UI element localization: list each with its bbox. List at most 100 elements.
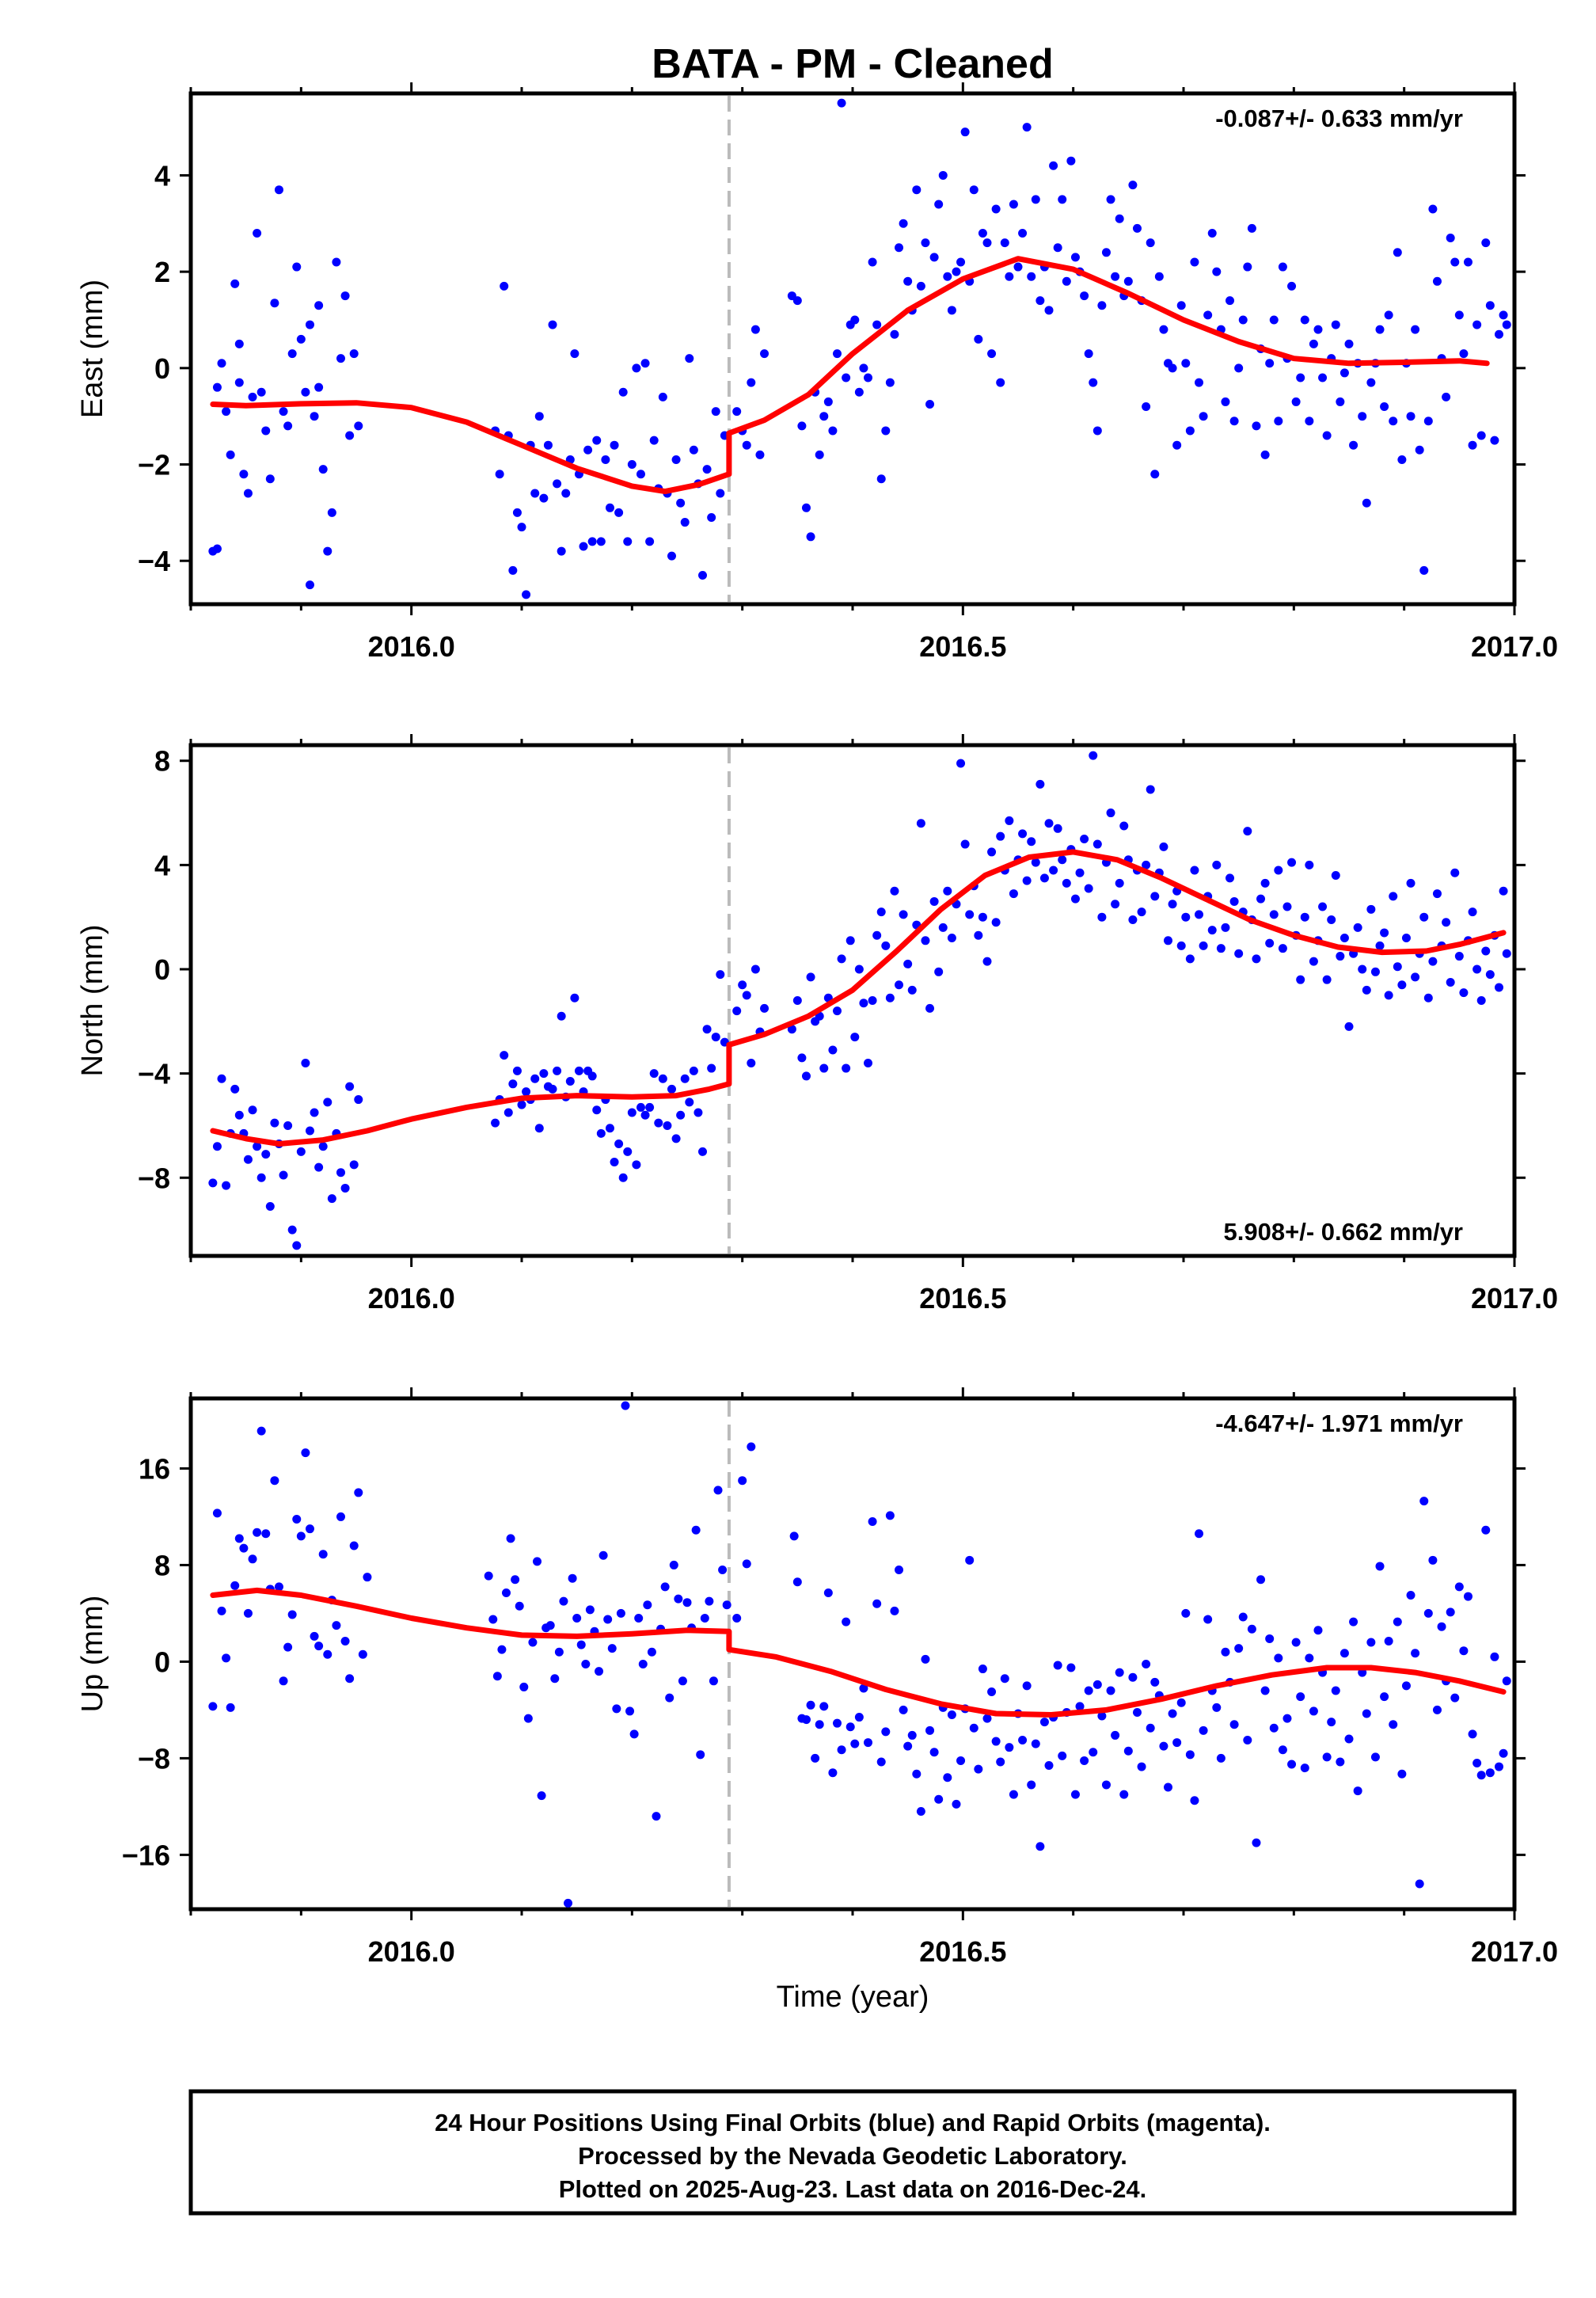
east-data-point <box>301 387 310 397</box>
up-y-axis-label: Up (mm) <box>76 1596 109 1713</box>
east-data-point <box>1036 296 1045 306</box>
north-data-point <box>512 1066 522 1075</box>
up-data-point <box>747 1442 756 1451</box>
east-data-point <box>1238 315 1248 325</box>
up-data-point <box>1199 1725 1208 1735</box>
up-data-point <box>1490 1652 1499 1661</box>
north-data-point <box>864 1058 873 1067</box>
east-data-point <box>279 407 288 417</box>
north-data-point <box>640 1110 650 1120</box>
east-data-point <box>876 474 886 484</box>
up-data-point <box>568 1573 577 1583</box>
east-data-point <box>1397 455 1407 464</box>
east-data-point <box>872 320 882 329</box>
up-data-point <box>270 1476 279 1486</box>
east-data-point <box>1181 359 1191 368</box>
north-data-point <box>965 910 975 919</box>
east-x-tick-label: 2016.0 <box>368 630 455 663</box>
up-data-point <box>819 1702 829 1711</box>
east-data-point <box>583 445 593 455</box>
up-data-point <box>559 1596 568 1606</box>
east-y-tick-label: −2 <box>138 449 170 481</box>
up-data-point <box>598 1550 608 1560</box>
up-x-tick-label: 2016.5 <box>919 1935 1006 1968</box>
north-data-point <box>738 980 747 990</box>
north-data-point <box>872 930 882 940</box>
east-data-point <box>978 228 987 238</box>
east-data-point <box>1300 315 1309 325</box>
east-data-point <box>916 281 925 291</box>
east-data-point <box>1229 417 1239 426</box>
north-data-point <box>504 1108 513 1117</box>
east-data-point <box>716 489 725 498</box>
east-data-point <box>274 185 283 195</box>
north-data-point <box>832 1006 842 1016</box>
north-data-point <box>574 1066 583 1075</box>
up-data-point <box>872 1599 882 1608</box>
north-data-point <box>1212 860 1222 869</box>
up-data-point <box>1406 1591 1416 1600</box>
up-data-point <box>1353 1786 1362 1796</box>
east-data-point <box>842 373 851 382</box>
north-data-point <box>1216 944 1226 953</box>
north-data-point <box>592 1105 602 1115</box>
east-data-point <box>234 339 244 348</box>
north-data-point <box>1468 907 1477 917</box>
north-data-point <box>1062 878 1071 888</box>
east-data-point <box>1287 281 1297 291</box>
east-data-point <box>354 421 363 431</box>
north-data-point <box>1221 923 1230 932</box>
north-data-point <box>314 1162 324 1172</box>
up-data-point <box>705 1596 714 1606</box>
up-data-point <box>1336 1757 1345 1767</box>
up-data-point <box>678 1676 687 1686</box>
east-data-point <box>1358 412 1367 421</box>
east-rate-label: -0.087+/- 0.633 mm/yr <box>1215 105 1463 132</box>
east-data-point <box>1344 339 1354 348</box>
north-data-point <box>1318 902 1328 911</box>
east-data-point <box>1446 234 1455 243</box>
east-data-point <box>327 508 336 517</box>
north-data-point <box>850 1033 860 1042</box>
east-data-point <box>1463 257 1472 267</box>
up-data-point <box>789 1531 799 1541</box>
up-data-point <box>1419 1497 1429 1506</box>
north-data-point <box>760 1003 770 1013</box>
up-data-point <box>1185 1750 1195 1760</box>
north-data-point <box>565 1077 575 1086</box>
north-data-point <box>1234 949 1244 958</box>
east-data-point <box>592 436 602 445</box>
up-data-point <box>1070 1790 1080 1799</box>
north-data-point <box>305 1126 314 1136</box>
up-data-point <box>1106 1686 1115 1695</box>
up-y-tick-label: 16 <box>139 1452 170 1485</box>
north-data-point <box>1256 894 1266 904</box>
east-data-point <box>742 440 751 450</box>
east-data-point <box>543 440 553 450</box>
up-data-point <box>506 1534 515 1543</box>
east-data-point <box>1176 301 1186 310</box>
east-data-point <box>934 200 944 209</box>
up-data-point <box>1137 1762 1146 1771</box>
north-data-point <box>1499 886 1508 896</box>
up-data-point <box>358 1649 367 1659</box>
up-data-point <box>978 1665 987 1674</box>
north-data-point <box>1393 962 1402 972</box>
east-data-point <box>806 532 815 542</box>
east-data-point <box>605 503 614 512</box>
north-data-point <box>645 1102 655 1112</box>
east-data-point <box>627 460 636 470</box>
up-data-point <box>842 1617 851 1626</box>
east-data-point <box>925 399 935 409</box>
east-data-point <box>1123 276 1133 286</box>
east-data-point <box>952 267 961 276</box>
east-data-point <box>1468 440 1477 450</box>
up-data-point <box>850 1739 860 1748</box>
north-data-point <box>925 1003 935 1013</box>
up-data-point <box>1502 1676 1511 1686</box>
east-data-point <box>1084 349 1093 359</box>
north-data-point <box>1442 918 1451 927</box>
east-data-point <box>1115 214 1124 223</box>
east-data-point <box>1362 498 1371 508</box>
east-data-point <box>1340 368 1349 378</box>
